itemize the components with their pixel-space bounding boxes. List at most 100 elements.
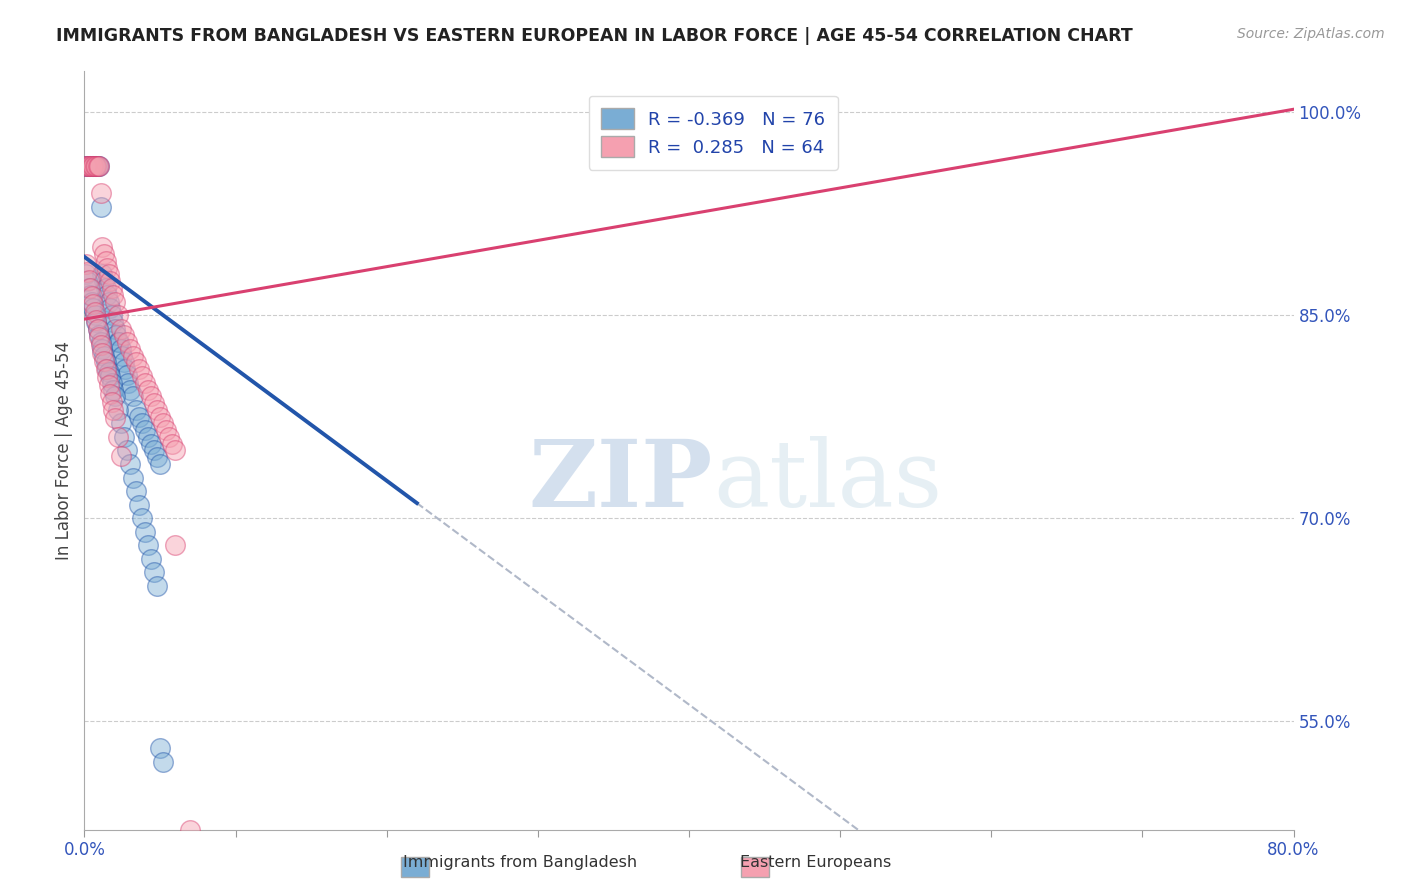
Point bbox=[82, 159, 104, 173]
Point bbox=[118, 383, 141, 397]
Point bbox=[112, 328, 135, 343]
Point bbox=[84, 308, 107, 322]
Point bbox=[86, 159, 108, 173]
Point bbox=[76, 159, 98, 173]
Point bbox=[86, 159, 108, 173]
Point bbox=[93, 247, 115, 261]
Point bbox=[75, 159, 97, 173]
Point bbox=[134, 376, 156, 390]
Point bbox=[79, 287, 101, 301]
Point bbox=[89, 328, 111, 343]
FancyBboxPatch shape bbox=[401, 857, 429, 877]
Point bbox=[87, 321, 110, 335]
Point bbox=[97, 268, 120, 282]
Point bbox=[75, 257, 97, 271]
Point bbox=[108, 335, 131, 350]
Point bbox=[152, 755, 174, 769]
Point bbox=[146, 402, 169, 417]
Point bbox=[131, 417, 153, 431]
Point bbox=[131, 369, 153, 384]
Point bbox=[97, 365, 120, 379]
Point bbox=[110, 417, 132, 431]
Point bbox=[87, 159, 110, 173]
Point bbox=[82, 301, 104, 316]
Point bbox=[136, 538, 159, 552]
Point bbox=[128, 362, 150, 376]
Text: Immigrants from Bangladesh: Immigrants from Bangladesh bbox=[404, 855, 637, 870]
Point bbox=[77, 159, 100, 173]
Point bbox=[110, 449, 132, 463]
Point bbox=[94, 254, 117, 268]
Point bbox=[87, 321, 110, 335]
Point bbox=[97, 294, 120, 309]
Point bbox=[114, 362, 136, 376]
Point bbox=[86, 315, 108, 329]
Point bbox=[84, 159, 107, 173]
Point bbox=[96, 287, 118, 301]
Point bbox=[104, 411, 127, 425]
Point bbox=[89, 159, 111, 173]
Point bbox=[91, 240, 114, 254]
Point bbox=[115, 443, 138, 458]
Point bbox=[121, 470, 143, 484]
Point bbox=[94, 355, 117, 369]
Point bbox=[136, 383, 159, 397]
Point bbox=[90, 200, 112, 214]
Point bbox=[100, 376, 122, 390]
Point bbox=[179, 822, 201, 837]
Point bbox=[86, 313, 108, 327]
Point bbox=[165, 538, 187, 552]
Point bbox=[152, 417, 174, 431]
Point bbox=[146, 450, 169, 465]
Point bbox=[76, 274, 98, 288]
Point bbox=[79, 281, 101, 295]
Point bbox=[104, 321, 127, 335]
Point bbox=[117, 376, 139, 390]
Point bbox=[139, 551, 162, 566]
Point bbox=[121, 349, 143, 363]
Point bbox=[84, 305, 107, 319]
Point bbox=[76, 159, 98, 173]
Point bbox=[134, 524, 156, 539]
Text: IMMIGRANTS FROM BANGLADESH VS EASTERN EUROPEAN IN LABOR FORCE | AGE 45-54 CORREL: IMMIGRANTS FROM BANGLADESH VS EASTERN EU… bbox=[56, 27, 1133, 45]
Point bbox=[87, 159, 110, 173]
Point bbox=[111, 349, 134, 363]
Point bbox=[107, 430, 129, 444]
Text: Eastern Europeans: Eastern Europeans bbox=[740, 855, 891, 870]
Point bbox=[125, 484, 148, 499]
Point bbox=[104, 294, 127, 309]
Point bbox=[76, 265, 98, 279]
Point bbox=[110, 321, 132, 335]
Point bbox=[75, 268, 97, 282]
Point bbox=[155, 423, 177, 437]
Point bbox=[98, 301, 121, 316]
Y-axis label: In Labor Force | Age 45-54: In Labor Force | Age 45-54 bbox=[55, 341, 73, 560]
Point bbox=[77, 159, 100, 173]
Point bbox=[157, 430, 180, 444]
Point bbox=[118, 342, 141, 356]
Point bbox=[82, 159, 104, 173]
Point bbox=[118, 457, 141, 471]
Point bbox=[91, 346, 114, 360]
Point bbox=[80, 289, 103, 303]
Text: ZIP: ZIP bbox=[529, 436, 713, 525]
Point bbox=[107, 335, 129, 350]
Point bbox=[101, 402, 124, 417]
Point bbox=[125, 402, 148, 417]
Point bbox=[100, 308, 122, 322]
Point bbox=[146, 579, 169, 593]
Point bbox=[80, 159, 103, 173]
Point bbox=[131, 511, 153, 525]
Point bbox=[101, 383, 124, 397]
Point bbox=[91, 342, 114, 356]
Text: Source: ZipAtlas.com: Source: ZipAtlas.com bbox=[1237, 27, 1385, 41]
Point bbox=[142, 566, 165, 580]
Text: atlas: atlas bbox=[713, 436, 942, 525]
Point bbox=[90, 335, 112, 350]
Point bbox=[93, 349, 115, 363]
Point bbox=[91, 268, 114, 282]
Point bbox=[96, 260, 118, 275]
Point bbox=[105, 328, 128, 343]
Point bbox=[139, 389, 162, 403]
Point bbox=[89, 159, 111, 173]
